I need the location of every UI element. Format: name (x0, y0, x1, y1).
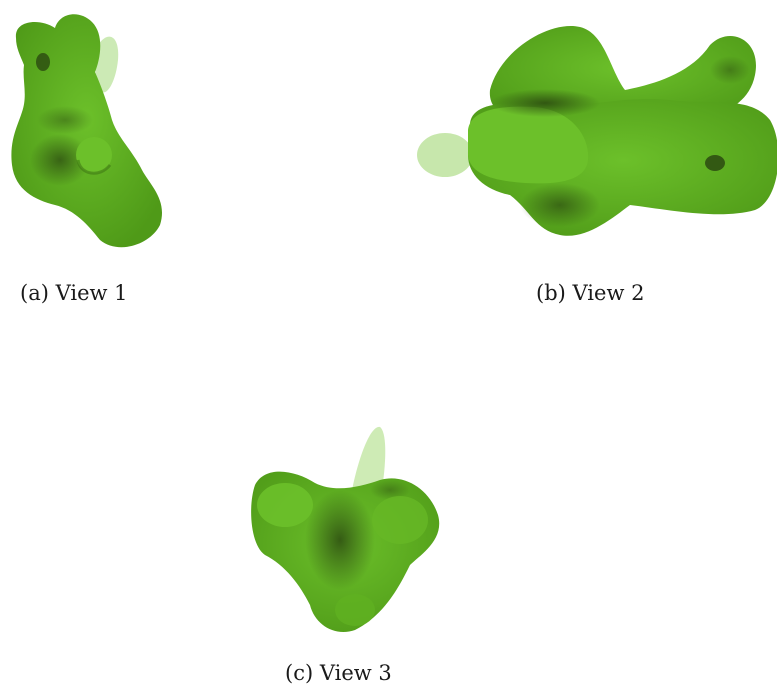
render-view-3 (251, 426, 440, 633)
subfigure-view-2 (410, 15, 777, 250)
subfigure-view-1 (0, 0, 180, 260)
render-view-1 (11, 14, 163, 248)
subfigure-view-3 (240, 415, 450, 640)
render-view-2 (417, 25, 777, 236)
caption-view-1: (a) View 1 (20, 281, 128, 305)
caption-view-3: (c) View 3 (285, 661, 392, 685)
caption-view-2: (b) View 2 (536, 281, 645, 305)
